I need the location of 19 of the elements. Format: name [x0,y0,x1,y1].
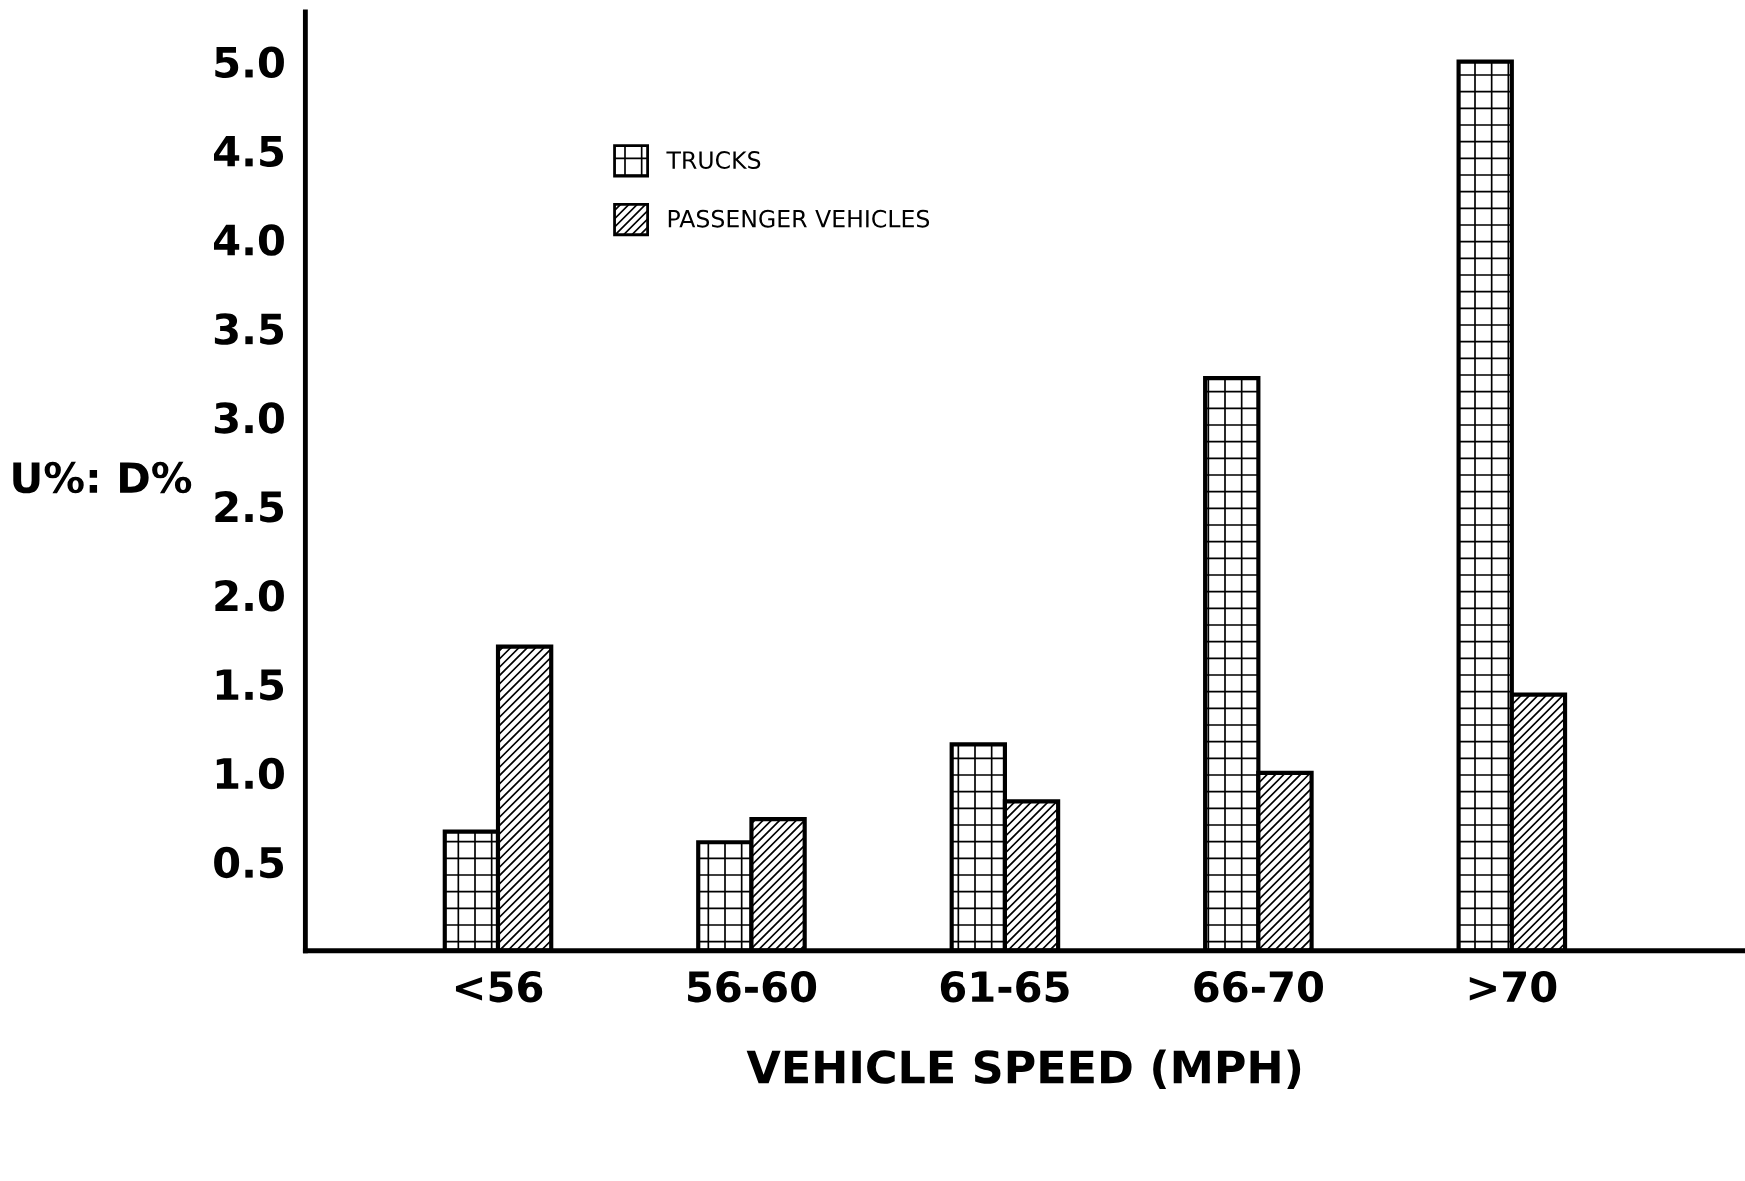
y-tick-label: 5.0 [215,46,284,79]
y-axis-title: U%: D% [13,461,192,494]
y-tick-label: 4.5 [214,135,284,167]
y-tick-label: 2.0 [215,579,284,612]
legend-label: PASSENGER VEHICLES [668,209,930,228]
y-tick-label: 4.0 [214,224,284,256]
y-tick-label: 2.5 [215,491,284,523]
x-tick-label: 66-70 [1194,970,1324,1003]
y-tick-label: 3.0 [214,402,284,434]
y-tick-label: 1.5 [216,669,284,701]
y-tick-label: 0.5 [214,846,284,879]
legend-label: TRUCKS [666,151,761,169]
x-tick-label: >70 [1469,970,1557,1003]
x-tick-label: 56-60 [688,970,817,1003]
x-axis-title: VEHICLE SPEED (MPH) [746,1049,1301,1089]
y-tick-label: 3.5 [214,313,284,345]
x-tick-label: <56 [455,970,543,1003]
x-tick-label: 61-65 [940,970,1069,1003]
y-tick-label: 1.0 [216,757,284,790]
